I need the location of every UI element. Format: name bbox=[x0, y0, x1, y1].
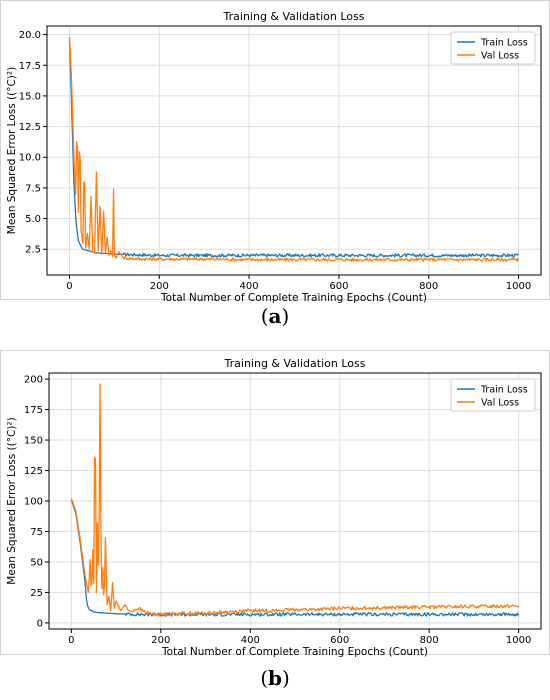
chart-panel-a: Training & Validation Loss 0 200 400 600 800 1… bbox=[0, 0, 550, 345]
y-tick-label: 2.5 bbox=[25, 245, 41, 256]
y-tick-label: 12.5 bbox=[19, 122, 41, 133]
series-line-train bbox=[68, 40, 520, 258]
x-tick-label: 0 bbox=[66, 281, 72, 292]
chart-title: Training & Validation Loss bbox=[223, 10, 365, 23]
y-tick-label: 100 bbox=[24, 497, 43, 508]
x-axis-label: Total Number of Complete Training Epochs… bbox=[160, 292, 427, 304]
x-tick-label: 800 bbox=[419, 281, 438, 292]
y-tick-label: 10.0 bbox=[19, 153, 41, 164]
panel-label-b: (b) bbox=[0, 666, 550, 690]
chart-panel-b: Training & Validation Loss 0 200 400 600 800 1… bbox=[0, 350, 550, 700]
x-tick-label: 200 bbox=[151, 635, 170, 646]
legend-label: Train Loss bbox=[480, 385, 528, 396]
series-line-train bbox=[70, 499, 520, 617]
legend-label: Val Loss bbox=[481, 398, 519, 409]
legend: Train Loss Val Loss bbox=[450, 31, 536, 65]
legend: Train Loss Val Loss bbox=[450, 378, 536, 412]
x-tick-label: 1000 bbox=[506, 281, 531, 292]
panel-label-a: (a) bbox=[0, 304, 550, 328]
plot-area-border bbox=[46, 25, 542, 276]
panel-label-open: ( bbox=[260, 666, 268, 690]
x-tick-label: 400 bbox=[240, 281, 259, 292]
panel-label-close: ) bbox=[281, 304, 290, 328]
y-tick-label: 7.5 bbox=[25, 183, 41, 194]
series-line-val bbox=[68, 36, 520, 262]
legend-label: Train Loss bbox=[480, 38, 528, 49]
y-tick-label: 25 bbox=[30, 588, 43, 599]
panel-label-close: ) bbox=[281, 666, 290, 690]
chart-frame: Training & Validation Loss 0 200 400 600 800 1… bbox=[0, 350, 550, 658]
y-tick-label: 50 bbox=[30, 557, 43, 568]
legend-label: Val Loss bbox=[481, 51, 519, 62]
y-axis-label: Mean Squared Error Loss ((°C)²) bbox=[6, 417, 18, 584]
chart-title: Training & Validation Loss bbox=[224, 357, 366, 370]
legend-box bbox=[450, 31, 536, 65]
x-tick-label: 600 bbox=[329, 281, 348, 292]
y-tick-label: 20.0 bbox=[19, 30, 41, 41]
line-chart-a: Training & Validation Loss 0 200 400 600 800 1… bbox=[6, 10, 542, 304]
x-tick-label: 200 bbox=[150, 281, 169, 292]
y-tick-label: 150 bbox=[24, 436, 43, 447]
x-tick-label: 800 bbox=[420, 635, 439, 646]
y-tick-label: 75 bbox=[30, 527, 43, 538]
plot-area-border bbox=[48, 372, 542, 630]
y-axis-label: Mean Squared Error Loss ((°C)²) bbox=[6, 67, 18, 234]
x-tick-label: 400 bbox=[241, 635, 260, 646]
chart-frame: Training & Validation Loss 0 200 400 600 800 1… bbox=[0, 0, 550, 304]
x-tick-label: 600 bbox=[330, 635, 349, 646]
x-axis-label: Total Number of Complete Training Epochs… bbox=[161, 646, 428, 658]
y-tick-label: 15.0 bbox=[19, 91, 41, 102]
y-tick-label: 200 bbox=[24, 375, 43, 386]
line-chart-b: Training & Validation Loss 0 200 400 600 800 1… bbox=[6, 357, 542, 658]
x-tick-label: 0 bbox=[68, 635, 74, 646]
y-tick-label: 5.0 bbox=[25, 214, 41, 225]
legend-box bbox=[450, 378, 536, 412]
panel-label-open: ( bbox=[260, 304, 269, 328]
panel-label-letter: b bbox=[268, 666, 282, 690]
y-tick-label: 175 bbox=[24, 405, 43, 416]
panel-label-letter: a bbox=[268, 304, 282, 328]
y-tick-label: 17.5 bbox=[19, 61, 41, 72]
y-tick-label: 0 bbox=[37, 618, 43, 629]
series-line-val bbox=[70, 383, 520, 617]
x-tick-label: 1000 bbox=[506, 635, 531, 646]
y-tick-label: 125 bbox=[24, 466, 43, 477]
